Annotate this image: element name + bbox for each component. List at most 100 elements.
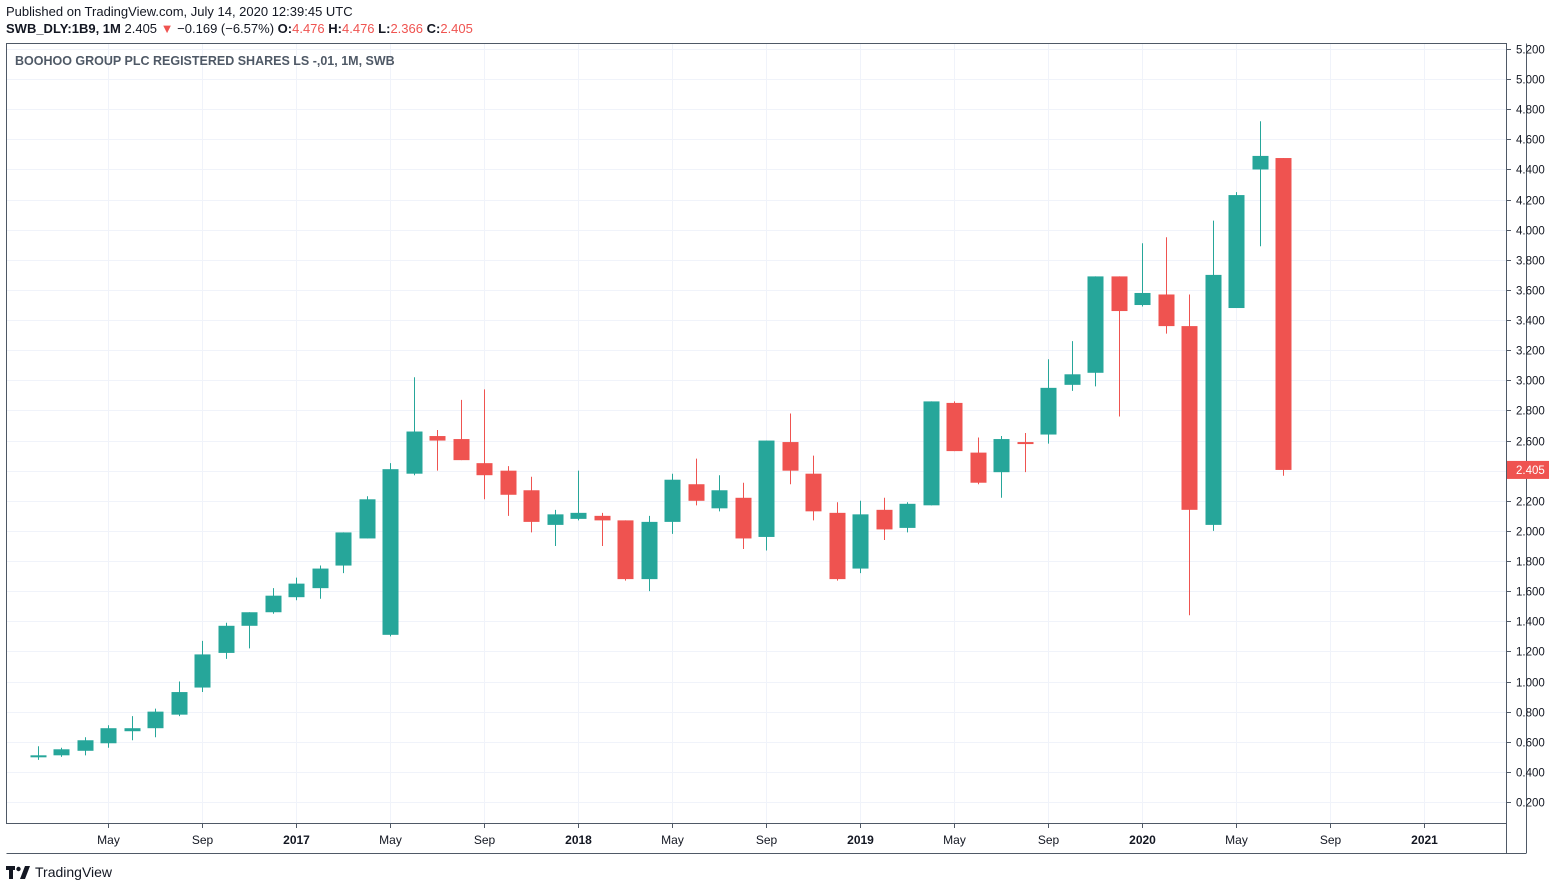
candle-body <box>476 463 493 476</box>
candle-body <box>288 583 305 598</box>
last-price-marker: 2.405 <box>1507 460 1549 479</box>
candle <box>359 496 376 539</box>
candle-body <box>194 654 211 688</box>
x-tick-label: Sep <box>474 833 496 847</box>
candle <box>500 466 517 516</box>
candle <box>288 577 305 601</box>
candle-body <box>688 484 705 501</box>
candle-body <box>570 512 587 519</box>
candle <box>382 463 399 637</box>
y-tick-label: 4.600 <box>1516 135 1545 147</box>
candle-body <box>241 612 258 626</box>
candle-body <box>218 625 235 653</box>
candle <box>1252 121 1269 247</box>
symbol-name: SWB_DLY:1B9, 1M <box>6 21 121 36</box>
candle <box>876 497 893 540</box>
candle-body <box>876 509 893 530</box>
candle-body <box>147 711 164 729</box>
grid <box>7 44 1506 823</box>
candle <box>923 401 940 506</box>
candle <box>1228 192 1245 309</box>
chart-frame <box>6 43 1527 854</box>
y-tick-label: 1.600 <box>1516 587 1545 599</box>
x-tick-label: May <box>1225 833 1248 847</box>
candle <box>594 512 611 546</box>
candle <box>312 565 329 599</box>
candle-body <box>77 740 94 751</box>
candle <box>171 681 188 717</box>
y-tick-label: 2.800 <box>1516 406 1545 418</box>
x-tick-label: Sep <box>1038 833 1060 847</box>
candle <box>1087 276 1104 387</box>
candle-body <box>735 497 752 539</box>
candle-body <box>641 521 658 580</box>
candle-body <box>923 401 940 506</box>
x-tick-label: Sep <box>1320 833 1342 847</box>
candle-body <box>899 503 916 528</box>
close-value: 2.405 <box>440 21 473 36</box>
candle <box>570 470 587 521</box>
y-tick-label: 1.400 <box>1516 617 1545 629</box>
candle-body <box>1158 294 1175 327</box>
candle-body <box>265 595 282 613</box>
candle-body <box>53 749 70 756</box>
candle <box>1111 276 1128 417</box>
candle <box>77 737 94 756</box>
y-tick-label: 0.800 <box>1516 708 1545 720</box>
x-tick-label: Sep <box>756 833 778 847</box>
candle <box>899 502 916 533</box>
y-tick-label: 3.200 <box>1516 346 1545 358</box>
y-tick-label: 0.200 <box>1516 798 1545 810</box>
high-label: H: <box>328 21 342 36</box>
last-price: 2.405 <box>124 21 158 36</box>
candle <box>124 716 141 741</box>
x-tick-label: Sep <box>192 833 214 847</box>
candle <box>852 500 869 574</box>
candle <box>1205 220 1222 531</box>
close-label: C: <box>426 21 441 36</box>
candle <box>1181 294 1198 616</box>
tradingview-logo[interactable]: TradingView <box>6 862 112 882</box>
candle <box>241 612 258 649</box>
candle <box>406 377 423 476</box>
x-tick-label: 2018 <box>565 833 592 847</box>
y-tick-label: 5.200 <box>1516 45 1545 57</box>
candle <box>805 455 822 521</box>
candle <box>1275 158 1292 476</box>
candle-body <box>1111 276 1128 312</box>
candle <box>758 440 775 551</box>
chart-title: BOOHOO GROUP PLC REGISTERED SHARES LS -,… <box>15 54 395 68</box>
x-tick-label: 2021 <box>1411 833 1438 847</box>
candle-body <box>852 514 869 569</box>
candle-body <box>829 512 846 580</box>
candle <box>194 640 211 693</box>
candle-body <box>617 520 634 580</box>
x-tick-label: May <box>943 833 966 847</box>
candle <box>1017 433 1034 473</box>
candle-body <box>359 499 376 539</box>
candle <box>970 437 987 485</box>
down-arrow-icon: ▼ <box>160 21 174 36</box>
candle <box>100 725 117 748</box>
candle <box>1158 237 1175 334</box>
y-tick-label: 3.800 <box>1516 256 1545 268</box>
open-value: 4.476 <box>292 21 325 36</box>
candle-body <box>312 568 329 589</box>
candles <box>30 121 1292 760</box>
footer-brand: TradingView <box>35 864 113 880</box>
candle <box>476 389 493 500</box>
candle-body <box>429 436 446 441</box>
candle-body <box>1040 387 1057 435</box>
candle-body <box>335 532 352 566</box>
candle <box>688 458 705 506</box>
candle-body <box>1087 276 1104 373</box>
candle <box>1134 243 1151 307</box>
x-tick-label: May <box>379 833 402 847</box>
y-tick-label: 3.000 <box>1516 376 1545 388</box>
candle <box>782 413 799 485</box>
y-tick-label: 1.800 <box>1516 557 1545 569</box>
candle-body <box>547 514 564 525</box>
candle-body <box>124 728 141 732</box>
price-change: −0.169 (−6.57%) <box>177 21 275 36</box>
